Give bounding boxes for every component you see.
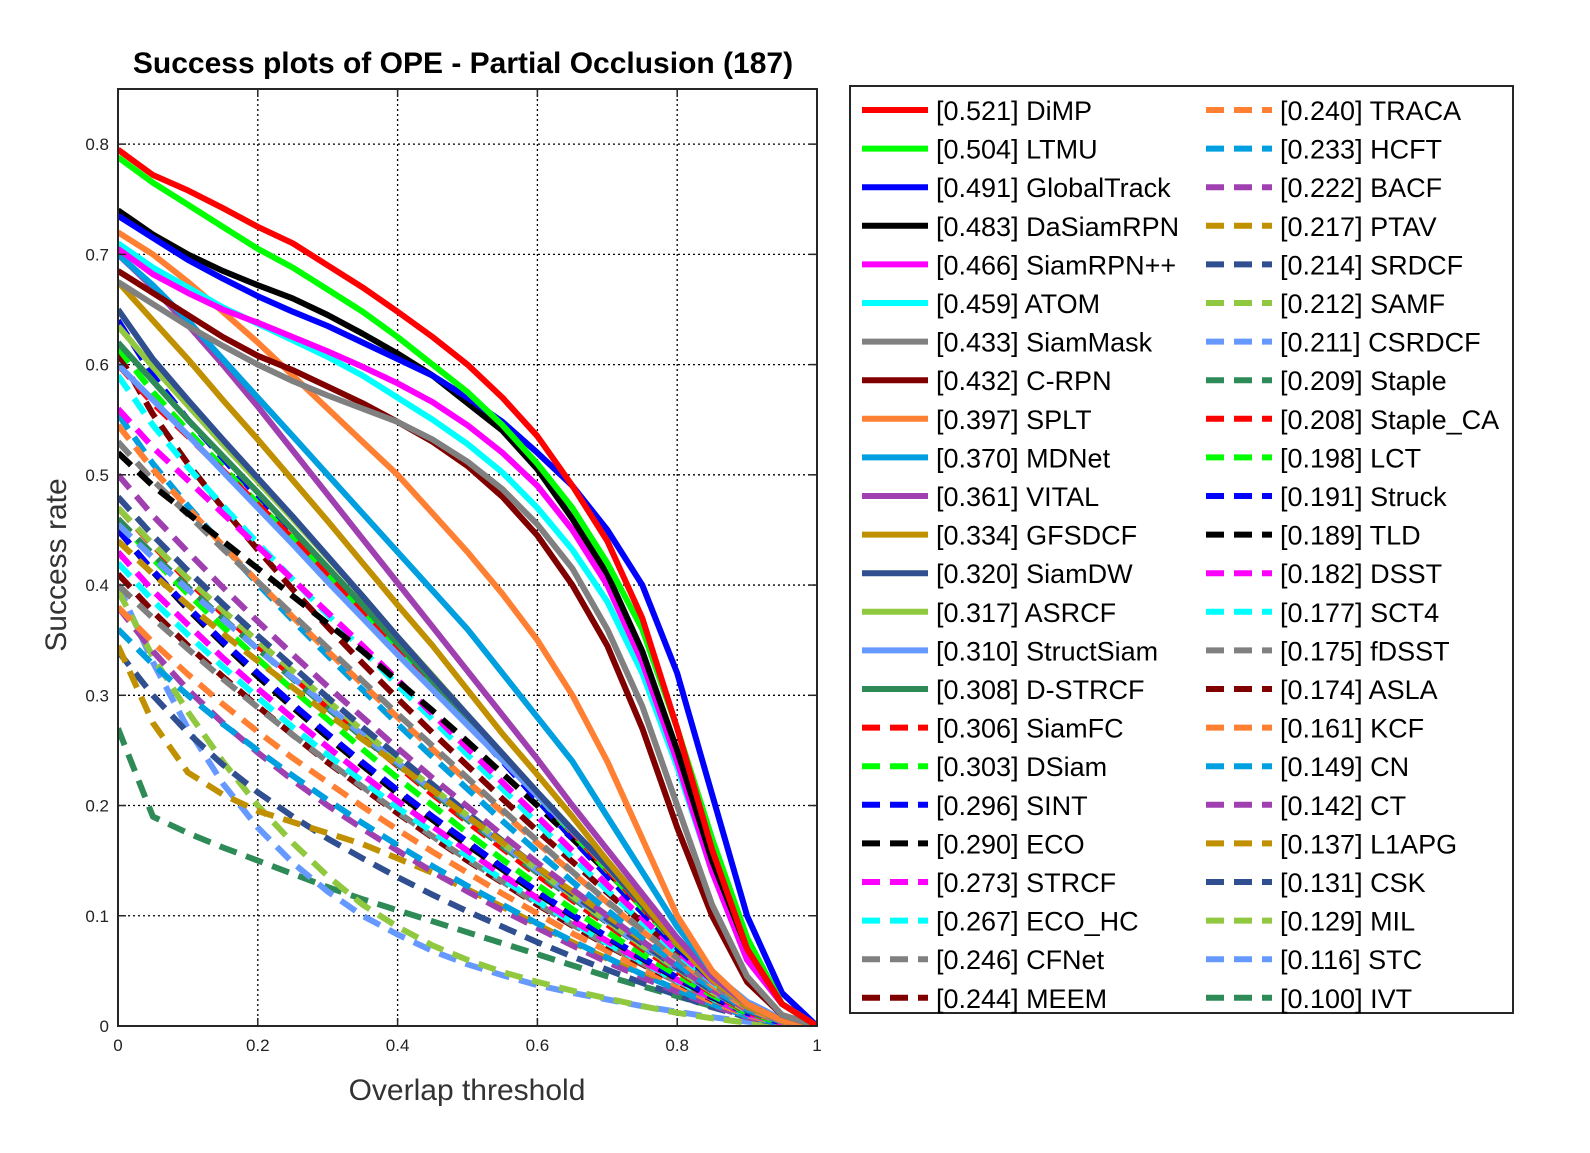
series-line-dsst	[118, 549, 817, 1026]
series-line-vital	[118, 252, 817, 1026]
y-tick-label: 0.3	[85, 686, 109, 705]
y-tick-label: 0.8	[85, 135, 109, 154]
legend-entry-label: [0.290] ECO	[936, 829, 1085, 859]
legend-entry-label: [0.212] SAMF	[1280, 289, 1445, 319]
series-line-samf	[118, 505, 817, 1026]
legend-entry-label: [0.273] STRCF	[936, 868, 1116, 898]
legend-entry-label: [0.504] LTMU	[936, 135, 1098, 165]
plot-area: 0 0.2 0.4 0.6 0.8 1 0 0.1 0.2 0.3 0.4 0.5 0.6 0.7 0.8	[85, 88, 822, 1055]
series-line-c-rpn	[118, 268, 817, 1026]
x-axis-label: Overlap threshold	[349, 1074, 586, 1107]
x-tick-label: 0.4	[386, 1036, 410, 1055]
legend-entry-label: [0.182] DSST	[1280, 559, 1442, 589]
legend-entry-label: [0.397] SPLT	[936, 405, 1092, 435]
series-line-traca	[118, 423, 817, 1026]
legend-entry-label: [0.370] MDNet	[936, 443, 1111, 473]
legend-entry-label: [0.177] SCT4	[1280, 598, 1439, 628]
legend-entry-label: [0.246] CFNet	[936, 945, 1105, 975]
legend-entry-label: [0.142] CT	[1280, 791, 1406, 821]
y-tick-label: 0.2	[85, 797, 109, 816]
legend: [0.521] DiMP [0.504] LTMU [0.491] GlobalTr…	[849, 85, 1514, 1014]
y-tick-label: 0.1	[85, 907, 109, 926]
legend-entry-label: [0.217] PTAV	[1280, 212, 1437, 242]
series-line-csk	[118, 649, 817, 1026]
legend-entry-label: [0.131] CSK	[1280, 868, 1426, 898]
y-tick-label: 0.5	[85, 466, 109, 485]
series-line-eco-hc	[118, 373, 817, 1026]
x-tick-label: 1	[812, 1036, 821, 1055]
legend-entry-label: [0.214] SRDCF	[1280, 250, 1463, 280]
series-line-mil	[118, 589, 817, 1026]
legend-entry-label: [0.174] ASLA	[1280, 675, 1438, 705]
series-line-dimp	[118, 147, 817, 1026]
y-tick-label: 0.4	[85, 576, 109, 595]
series-line-cn	[118, 627, 817, 1026]
legend-entry-label: [0.491] GlobalTrack	[936, 173, 1171, 203]
legend-entry-label: [0.191] Struck	[1280, 482, 1447, 512]
series-line-siamrpn-	[118, 246, 817, 1026]
legend-entry-label: [0.310] StructSiam	[936, 636, 1158, 666]
legend-entry-label: [0.100] IVT	[1280, 984, 1412, 1014]
series-line-strcf	[118, 406, 817, 1026]
legend-entry-label: [0.320] SiamDW	[936, 559, 1133, 589]
legend-entry-label: [0.209] Staple	[1280, 366, 1447, 396]
series-line-eco	[118, 450, 817, 1026]
series-group	[118, 147, 817, 1026]
legend-entry-label: [0.222] BACF	[1280, 173, 1442, 203]
x-tick-label: 0	[113, 1036, 122, 1055]
legend-entry-label: [0.244] MEEM	[936, 984, 1107, 1014]
y-axis-label: Success rate	[40, 478, 73, 651]
legend-entry-label: [0.334] GFSDCF	[936, 521, 1137, 551]
series-line-siammask	[118, 279, 817, 1026]
legend-entry-label: [0.521] DiMP	[936, 96, 1092, 126]
legend-entry-label: [0.175] fDSST	[1280, 636, 1450, 666]
chart-title: Success plots of OPE - Partial Occlusion…	[133, 47, 793, 80]
legend-entry-label: [0.149] CN	[1280, 752, 1409, 782]
legend-entry-label: [0.208] Staple_CA	[1280, 405, 1499, 435]
legend-box	[849, 85, 1514, 1014]
axes-box	[117, 88, 818, 1027]
series-line-dasiamrpn	[118, 207, 817, 1026]
legend-entry-label: [0.466] SiamRPN++	[936, 250, 1176, 280]
legend-entry-label: [0.306] SiamFC	[936, 714, 1124, 744]
series-line-asla	[118, 571, 817, 1026]
legend-entry-label: [0.161] KCF	[1280, 714, 1424, 744]
legend-entry-label: [0.189] TLD	[1280, 521, 1421, 551]
legend-entry-label: [0.233] HCFT	[1280, 135, 1442, 165]
legend-entry-label: [0.361] VITAL	[936, 482, 1099, 512]
x-tick-label: 0.6	[526, 1036, 550, 1055]
y-tick-label: 0.6	[85, 356, 109, 375]
series-line-sct4	[118, 560, 817, 1026]
series-line-globaltrack	[118, 213, 817, 1026]
legend-entry-label: [0.240] TRACA	[1280, 96, 1461, 126]
legend-entry-label: [0.483] DaSiamRPN	[936, 212, 1179, 242]
legend-entry-label: [0.211] CSRDCF	[1280, 328, 1481, 358]
legend-entry-label: [0.116] STC	[1280, 945, 1422, 975]
y-tick-label: 0.7	[85, 245, 109, 264]
x-tick-label: 0.8	[665, 1036, 689, 1055]
legend-entry-label: [0.432] C-RPN	[936, 366, 1112, 396]
legend-entry-label: [0.267] ECO_HC	[936, 907, 1139, 937]
legend-entry-label: [0.296] SINT	[936, 791, 1088, 821]
y-tick-label: 0	[100, 1017, 109, 1036]
legend-entry-label: [0.198] LCT	[1280, 443, 1421, 473]
legend-entry-label: [0.317] ASRCF	[936, 598, 1116, 628]
legend-entry-label: [0.433] SiamMask	[936, 328, 1153, 358]
series-line-struck	[118, 527, 817, 1026]
legend-entry-label: [0.137] L1APG	[1280, 829, 1457, 859]
x-tick-label: 0.2	[246, 1036, 270, 1055]
legend-entry-label: [0.129] MIL	[1280, 907, 1415, 937]
legend-entry-label: [0.303] DSiam	[936, 752, 1107, 782]
series-line-bacf	[118, 472, 817, 1026]
series-line-cfnet	[118, 439, 817, 1026]
series-line-splt	[118, 229, 817, 1026]
legend-entry-label: [0.459] ATOM	[936, 289, 1100, 319]
legend-entry-label: [0.308] D-STRCF	[936, 675, 1145, 705]
